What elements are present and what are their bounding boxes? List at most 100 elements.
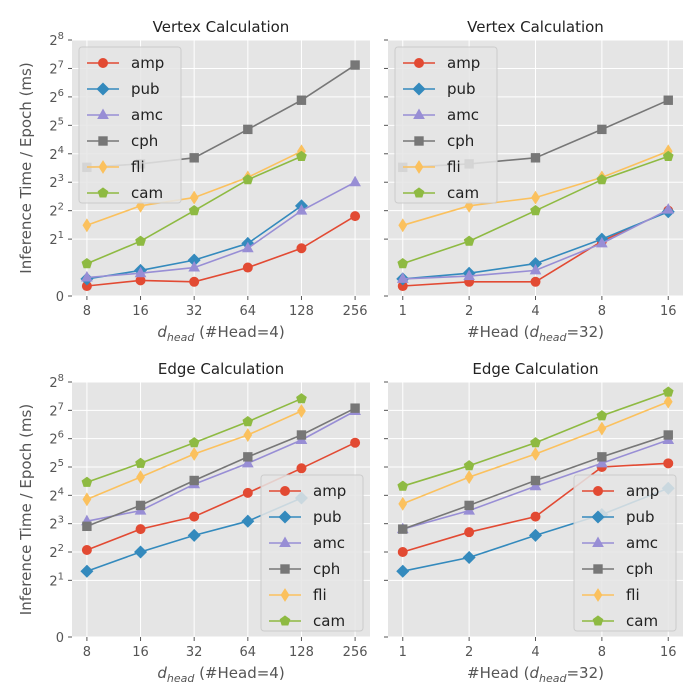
data-point-amc bbox=[596, 236, 608, 248]
data-point-amp bbox=[296, 243, 307, 254]
x-axis-label: #Head (dhead=32) bbox=[467, 664, 604, 685]
series-line-amc bbox=[86, 410, 356, 522]
y-tick-label: 25 bbox=[49, 116, 64, 134]
y-tick-label: 0 bbox=[56, 290, 64, 305]
legend-marker-amc bbox=[592, 536, 604, 547]
x-tick-label: 32 bbox=[186, 645, 203, 660]
data-point-cam bbox=[188, 437, 200, 448]
data-point-amp bbox=[242, 487, 253, 498]
legend-marker-fli bbox=[98, 160, 108, 174]
series-cph bbox=[398, 430, 673, 534]
data-point-cph bbox=[82, 521, 92, 532]
data-point-amc bbox=[662, 203, 675, 214]
legend-marker-cph bbox=[593, 564, 603, 574]
data-point-amc bbox=[295, 204, 308, 215]
legend-box bbox=[573, 474, 677, 632]
series-line-amp bbox=[86, 441, 356, 551]
y-tick-label: 27 bbox=[49, 59, 64, 77]
data-point-cph bbox=[663, 430, 673, 440]
chart-panel-3: 0 21 22 23 24 25 26 27 28 8 16 32 64 128 256 Edge Calcu… bbox=[17, 360, 370, 685]
legend-label-amc: amc bbox=[626, 534, 658, 552]
data-point-fli bbox=[531, 447, 540, 461]
data-point-fli bbox=[82, 218, 92, 233]
panel-title: Vertex Calculation bbox=[467, 18, 604, 36]
data-point-amc bbox=[241, 456, 254, 468]
series-amc bbox=[396, 203, 675, 283]
legend-marker-amp bbox=[98, 58, 108, 68]
series-fli bbox=[82, 144, 306, 233]
series-cam bbox=[81, 150, 307, 269]
legend-label-cam: cam bbox=[131, 184, 163, 202]
chart-panel-1: 0 21 22 23 24 25 26 27 28 8 16 32 64 128 256 Vertex Cal… bbox=[17, 18, 370, 344]
data-point-amp bbox=[530, 276, 541, 287]
x-tick-label: 2 bbox=[465, 645, 473, 660]
series-fli bbox=[82, 404, 306, 507]
data-point-amc bbox=[81, 270, 93, 282]
data-point-cph bbox=[530, 475, 541, 486]
data-point-amc bbox=[529, 263, 542, 275]
legend: amp pub amc cph fli cam bbox=[394, 46, 498, 204]
data-point-amp bbox=[663, 458, 674, 469]
legend-marker-cph bbox=[280, 564, 290, 574]
legend-label-amp: amp bbox=[626, 482, 659, 500]
data-point-cam bbox=[596, 410, 608, 421]
data-point-cam bbox=[81, 258, 93, 269]
data-point-fli bbox=[398, 496, 408, 511]
legend-marker-amp bbox=[280, 486, 290, 496]
data-point-cph bbox=[189, 475, 199, 486]
legend-label-fli: fli bbox=[131, 158, 145, 176]
data-point-pub bbox=[528, 528, 543, 542]
data-point-cph bbox=[243, 124, 253, 135]
x-axis-label: dhead (#Head=4) bbox=[157, 323, 284, 344]
x-tick-label: 8 bbox=[598, 645, 606, 660]
data-point-amp bbox=[350, 437, 361, 448]
data-point-cph bbox=[464, 500, 474, 511]
legend-label-cam: cam bbox=[447, 184, 479, 202]
series-amp bbox=[81, 211, 361, 292]
data-point-pub bbox=[462, 550, 476, 564]
legend-box bbox=[394, 46, 498, 204]
data-point-cph bbox=[398, 524, 408, 534]
legend-marker-cam bbox=[279, 615, 291, 626]
data-point-fli bbox=[189, 447, 199, 461]
x-tick-label: 32 bbox=[186, 304, 203, 319]
y-tick-label: 28 bbox=[49, 31, 64, 49]
legend-marker-amc bbox=[413, 108, 425, 119]
legend-label-amc: amc bbox=[447, 106, 479, 124]
data-point-cam bbox=[463, 235, 475, 246]
data-point-fli bbox=[297, 404, 306, 418]
legend-label-fli: fli bbox=[626, 586, 640, 604]
x-tick-label: 1 bbox=[399, 304, 407, 319]
legend-label-fli: fli bbox=[313, 586, 327, 604]
data-point-cam bbox=[188, 205, 200, 216]
legend-marker-fli bbox=[414, 160, 424, 174]
legend-marker-pub bbox=[278, 510, 292, 524]
legend-marker-cam bbox=[413, 187, 425, 198]
y-tick-label: 0 bbox=[56, 631, 64, 646]
y-tick-label: 23 bbox=[49, 173, 64, 191]
data-point-fli bbox=[243, 428, 253, 442]
x-tick-label: 64 bbox=[240, 304, 257, 319]
series-cam bbox=[81, 393, 307, 487]
data-point-amp bbox=[350, 211, 361, 222]
legend-label-fli: fli bbox=[447, 158, 461, 176]
x-tick-label: 16 bbox=[660, 645, 677, 660]
data-point-cam bbox=[135, 235, 146, 246]
data-point-amp bbox=[189, 276, 200, 287]
legend: amp pub amc cph fli cam bbox=[78, 46, 182, 204]
data-point-fli bbox=[663, 394, 673, 409]
data-point-fli bbox=[189, 190, 199, 205]
data-point-amc bbox=[134, 266, 147, 278]
x-tick-label: 128 bbox=[289, 304, 314, 319]
legend-label-amc: amc bbox=[313, 534, 345, 552]
data-point-amp bbox=[296, 463, 307, 474]
x-tick-label: 16 bbox=[660, 304, 677, 319]
series-line-cph bbox=[86, 407, 356, 528]
series-cph bbox=[82, 403, 360, 532]
data-point-cam bbox=[81, 476, 93, 487]
panel-title: Edge Calculation bbox=[158, 360, 284, 378]
data-point-cam bbox=[397, 258, 409, 269]
data-point-cph bbox=[663, 95, 673, 105]
x-tick-label: 8 bbox=[83, 645, 91, 660]
data-point-cph bbox=[350, 60, 360, 70]
